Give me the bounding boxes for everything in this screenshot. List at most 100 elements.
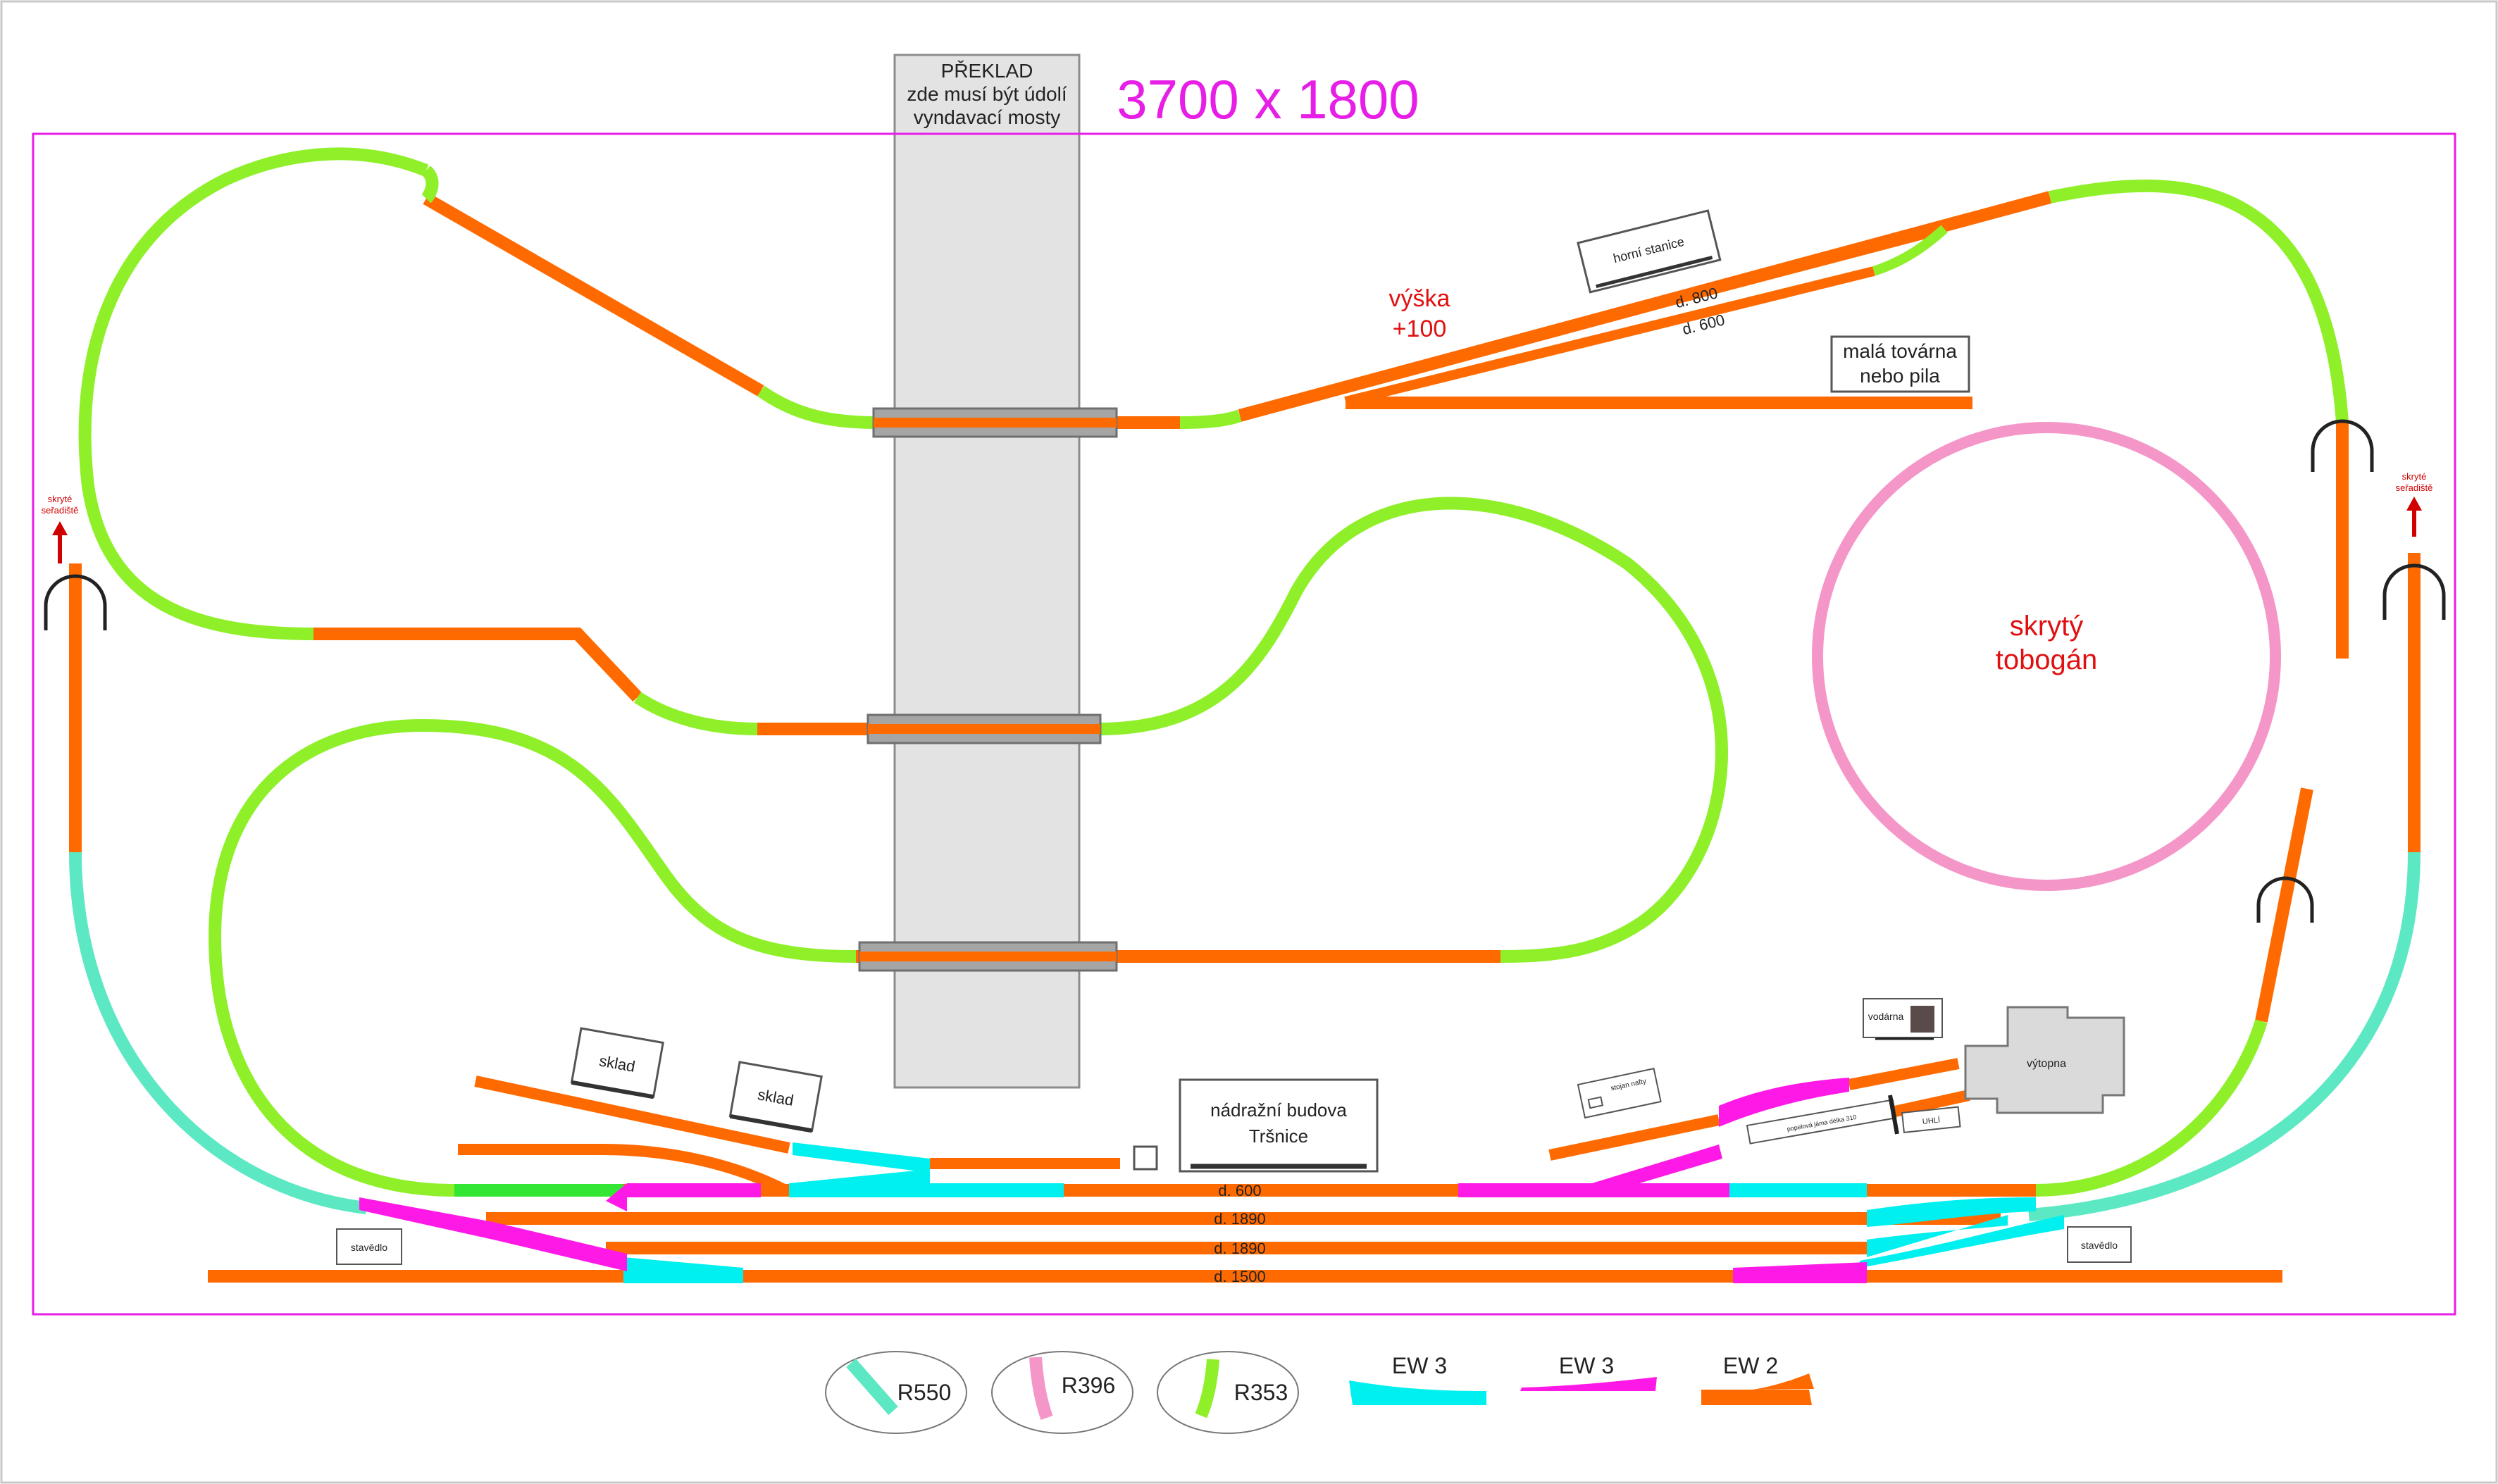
legend-r396-swatch (1029, 1357, 1053, 1420)
signal-box-right-rect (2067, 1226, 2132, 1263)
station-building-label-line1: nádražní budova (1210, 1099, 1347, 1121)
turnout-cyan-3 (930, 1183, 1064, 1197)
tunnel-portal-helix (2256, 876, 2314, 923)
middle-right-loop (1098, 497, 1728, 963)
hidden-yard-arrow-left-head (52, 521, 68, 535)
warehouse-1: sklad (570, 1027, 664, 1099)
upper-bridge-curve-right (1179, 409, 1243, 429)
bridge-label-line1: PŘEKLAD (941, 60, 1033, 82)
legend-r550-swatch (846, 1359, 898, 1415)
small-platform-box (1133, 1145, 1158, 1171)
legend-ew2-swatch (1701, 1373, 1814, 1405)
legend-ew2-label: EW 2 (1723, 1353, 1778, 1378)
signal-box-left: stavědlo (336, 1228, 402, 1265)
bridge-label-line3: vyndavací mosty (914, 106, 1061, 128)
turnout-magenta-6 (1733, 1262, 1867, 1283)
legend-r396-label: R396 (1062, 1373, 1116, 1398)
water-tower-label: vodárna (1868, 1011, 1904, 1022)
station-building: nádražní budova Tršnice (1179, 1078, 1379, 1173)
turnout-magenta-3 (1458, 1145, 1722, 1197)
turnout-cyan-8 (1860, 1215, 2064, 1268)
middle-left-loop (208, 718, 857, 1197)
upper-siding-800 (1365, 224, 1946, 385)
factory-label-line1: malá továrna (1843, 340, 1957, 362)
tunnel-portal-left (44, 574, 107, 630)
layout-board (32, 132, 2456, 1316)
signal-box-left-rect (336, 1228, 402, 1265)
legend-item-ew2: EW 2 (1701, 1353, 1814, 1405)
legend-r396-ellipse (991, 1351, 1133, 1434)
coal-box-rect (1901, 1106, 1961, 1133)
upper-loop-curve-top (421, 166, 439, 204)
track-label-main-1890-a: d. 1890 (1214, 1210, 1265, 1228)
fuel-siding (1548, 1114, 1720, 1161)
turnout-magenta-4 (1592, 1183, 1729, 1197)
water-tower-tank (1910, 1006, 1934, 1033)
hidden-yard-arrow-left: skryté seřadiště (42, 494, 79, 563)
signal-box-right: stavědlo (2067, 1226, 2132, 1263)
legend-ew3-cyan-swatch (1349, 1380, 1486, 1405)
upper-siding-600 (1344, 266, 1875, 406)
tunnel-portal-right (2382, 563, 2446, 620)
hidden-helix (1812, 422, 2281, 891)
legend-r353-label: R353 (1234, 1380, 1288, 1405)
helix-exit-track (2255, 787, 2313, 1023)
bridge-decks (858, 407, 1118, 972)
factory-box: malá továrna nebo pila (1830, 335, 1970, 393)
warehouse-2: sklad (728, 1061, 823, 1133)
bridge-label-line2: zde musí být údolí (907, 83, 1067, 105)
signal-box-left-label: stavědlo (351, 1242, 387, 1253)
legend-ew3-cyan-label: EW 3 (1392, 1353, 1447, 1378)
tunnel-loop-line1: skrytý (2010, 611, 2083, 642)
track-label-main-1500: d. 1500 (1214, 1268, 1265, 1285)
legend-r550-label: R550 (897, 1380, 952, 1405)
track-label-main-1890-b: d. 1890 (1214, 1240, 1265, 1257)
turnout-cyan-5 (1867, 1197, 2036, 1227)
legend-r353-ellipse (1157, 1351, 1299, 1434)
turnout-magenta-5 (1719, 1078, 1849, 1127)
fuel-stand: stojan nafty (1577, 1067, 1662, 1119)
hidden-yard-left-line1: skryté (48, 494, 73, 504)
tunnel-portal-upper-right (2311, 419, 2374, 472)
legend-item-r550: R550 (825, 1351, 967, 1434)
legend-r353-swatch (1195, 1359, 1219, 1418)
legend-item-ew3-magenta: EW 3 (1520, 1353, 1657, 1391)
water-tower: vodárna (1863, 998, 1943, 1040)
lower-left-loop-return-curve (634, 692, 758, 735)
warehouse-siding-1 (474, 1075, 790, 1154)
legend-ew3-magenta-swatch (1520, 1377, 1657, 1391)
upper-station-building: horní stanice (1577, 209, 1722, 294)
turnouts-magenta (359, 1078, 1867, 1283)
turnout-magenta-1 (359, 1197, 627, 1271)
height-note-line1: výška (1389, 285, 1450, 312)
legend: R550 R396 R353 EW 3 EW 3 EW 2 (825, 1351, 1814, 1434)
coal-box-label: UHLÍ (1922, 1115, 1941, 1126)
helix-exit-curve (2035, 1019, 2268, 1197)
engine-depot: výtopna (1964, 1006, 2125, 1114)
legend-item-r396: R396 (991, 1351, 1133, 1434)
upper-station-base (1596, 256, 1713, 289)
tunnel-loop-line2: tobogán (1996, 644, 2098, 675)
turnout-cyan-4 (1729, 1183, 1867, 1197)
upper-loop-curve-left (78, 147, 429, 640)
hidden-yard-arrow-right-head (2406, 497, 2422, 511)
hidden-yard-left-line2: seřadiště (42, 505, 79, 516)
depot-track-2 (1894, 1090, 1970, 1117)
engine-depot-shape (1964, 1006, 2125, 1114)
hidden-yard-arrow-right: skryté seřadiště (2396, 471, 2432, 537)
turnout-cyan-6 (1867, 1215, 2008, 1257)
engine-depot-label: výtopna (2027, 1058, 2066, 1070)
upper-loop-straight-diagonal (423, 193, 764, 397)
warehouse-siding-2 (458, 1144, 788, 1196)
right-outer-curve (2028, 852, 2421, 1221)
legend-ew3-magenta-label: EW 3 (1559, 1353, 1614, 1378)
upper-station-rect (1577, 209, 1722, 294)
warehouse-2-base (729, 1114, 813, 1133)
turnouts-cyan (623, 1142, 2064, 1283)
dimensions-label: 3700 x 1800 (1117, 68, 1419, 130)
upper-loop-curve-bridge (757, 385, 878, 429)
height-note-line2: +100 (1393, 316, 1447, 342)
signal-box-right-label: stavědlo (2081, 1240, 2118, 1251)
fuel-stand-tank (1587, 1096, 1604, 1109)
